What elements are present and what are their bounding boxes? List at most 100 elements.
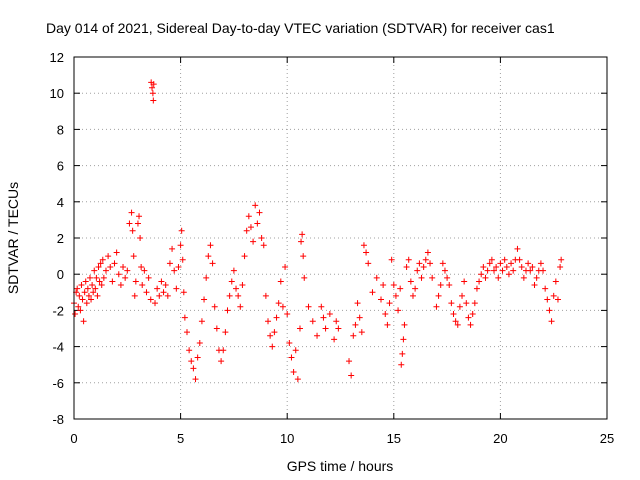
x-tick-label: 15 <box>387 431 401 446</box>
data-point <box>198 318 205 325</box>
data-point <box>100 274 107 281</box>
data-point <box>178 227 185 234</box>
data-point <box>444 274 451 281</box>
data-point <box>395 307 402 314</box>
data-point <box>82 278 89 285</box>
data-point <box>292 347 299 354</box>
data-point <box>131 292 138 299</box>
data-point <box>542 285 549 292</box>
data-point <box>531 282 538 289</box>
data-point <box>78 282 85 289</box>
grid <box>74 57 607 419</box>
data-point <box>378 296 385 303</box>
data-point <box>533 274 540 281</box>
data-point <box>233 285 240 292</box>
y-tick-label: 0 <box>57 267 64 282</box>
data-point <box>465 314 472 321</box>
data-point <box>74 285 81 292</box>
data-point <box>149 84 156 91</box>
data-point <box>239 282 246 289</box>
data-point <box>218 358 225 365</box>
data-point <box>365 260 372 267</box>
data-point <box>86 274 93 281</box>
data-point <box>85 292 92 299</box>
data-point <box>527 267 534 274</box>
data-point <box>390 282 397 289</box>
data-point <box>318 303 325 310</box>
data-point <box>516 256 523 263</box>
data-point <box>501 256 508 263</box>
data-point <box>279 303 286 310</box>
data-point <box>537 260 544 267</box>
data-point <box>529 263 536 270</box>
data-point <box>346 358 353 365</box>
data-point <box>386 300 393 307</box>
y-tick-label: 6 <box>57 159 64 174</box>
data-point <box>145 274 152 281</box>
data-point <box>429 274 436 281</box>
data-point <box>186 347 193 354</box>
data-point <box>388 256 395 263</box>
data-point <box>265 318 272 325</box>
data-point <box>352 321 359 328</box>
data-point <box>262 292 269 299</box>
data-point <box>482 274 489 281</box>
data-point <box>356 314 363 321</box>
data-point <box>550 292 557 299</box>
data-point <box>384 321 391 328</box>
x-tick-label: 0 <box>70 431 77 446</box>
data-point <box>99 256 106 263</box>
data-point <box>252 202 259 209</box>
data-point <box>409 292 416 299</box>
data-point <box>213 325 220 332</box>
data-point <box>147 296 154 303</box>
data-point <box>471 300 478 307</box>
data-point <box>433 303 440 310</box>
data-point <box>141 267 148 274</box>
data-point <box>124 267 131 274</box>
data-point <box>241 253 248 260</box>
data-point <box>235 292 242 299</box>
data-point <box>93 274 100 281</box>
data-point <box>113 249 120 256</box>
data-point <box>75 303 82 310</box>
data-point <box>177 242 184 249</box>
data-point <box>156 292 163 299</box>
data-point <box>81 289 88 296</box>
data-points <box>71 79 565 383</box>
data-point <box>497 260 504 267</box>
data-point <box>83 300 90 307</box>
data-point <box>188 358 195 365</box>
data-point <box>488 256 495 263</box>
data-point <box>237 303 244 310</box>
data-point <box>326 311 333 318</box>
data-point <box>196 339 203 346</box>
data-point <box>88 296 95 303</box>
data-point <box>301 274 308 281</box>
data-point <box>102 267 109 274</box>
data-point <box>228 278 235 285</box>
data-point <box>260 242 267 249</box>
data-point <box>441 267 448 274</box>
data-point <box>169 245 176 252</box>
y-tick-label: 4 <box>57 195 64 210</box>
data-point <box>491 267 498 274</box>
data-point <box>309 318 316 325</box>
data-point <box>90 289 97 296</box>
data-point <box>203 274 210 281</box>
data-point <box>446 282 453 289</box>
data-point <box>105 253 112 260</box>
data-point <box>190 365 197 372</box>
data-point <box>454 321 461 328</box>
data-point <box>369 289 376 296</box>
data-point <box>439 260 446 267</box>
data-point <box>331 336 338 343</box>
data-point <box>486 260 493 267</box>
data-point <box>129 227 136 234</box>
data-point <box>544 296 551 303</box>
data-point <box>143 289 150 296</box>
data-point <box>407 278 414 285</box>
data-point <box>484 267 491 274</box>
data-point <box>139 282 146 289</box>
data-point <box>363 249 370 256</box>
